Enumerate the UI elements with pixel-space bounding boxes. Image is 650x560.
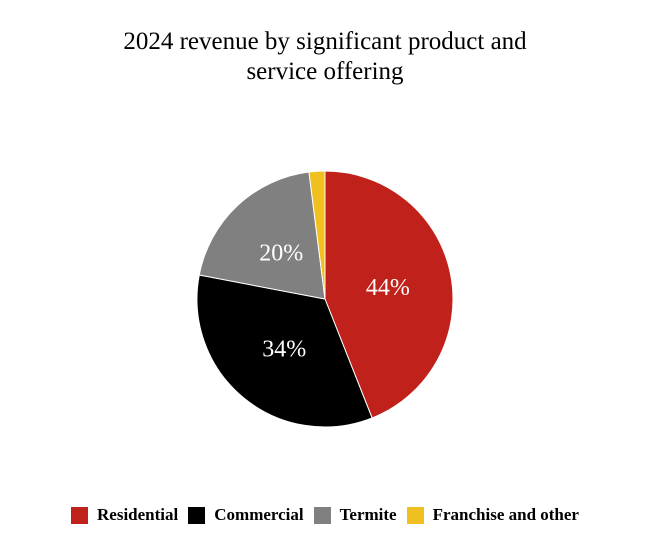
pie-slice-termite	[198, 171, 326, 300]
data-label-residential: 44%	[366, 275, 410, 301]
data-label-commercial: 34%	[262, 336, 306, 362]
chart-title-line-1: 2024 revenue by significant product and	[123, 28, 527, 55]
legend-swatch-termite	[313, 506, 331, 524]
legend-item-residential: Residential	[71, 505, 178, 525]
legend-label-commercial: Commercial	[214, 505, 304, 524]
pie-slice-franchise	[308, 170, 326, 300]
pie-slice-commercial	[196, 274, 373, 428]
legend-swatch-residential	[71, 506, 89, 524]
pie-slice-residential	[324, 170, 454, 419]
legend-swatch-franchise	[406, 506, 424, 524]
legend: Residential Commercial Termite Franchise…	[0, 505, 650, 525]
legend-label-franchise: Franchise and other	[432, 505, 579, 524]
legend-label-residential: Residential	[97, 505, 179, 524]
chart-title: 2024 revenue by significant product and …	[0, 27, 650, 87]
legend-label-termite: Termite	[339, 505, 397, 524]
legend-item-franchise: Franchise and other	[406, 505, 579, 525]
chart-title-line-2: service offering	[246, 58, 404, 85]
legend-item-commercial: Commercial	[188, 505, 304, 525]
legend-item-termite: Termite	[313, 505, 397, 525]
legend-swatch-commercial	[188, 506, 206, 524]
data-label-termite: 20%	[259, 240, 303, 266]
